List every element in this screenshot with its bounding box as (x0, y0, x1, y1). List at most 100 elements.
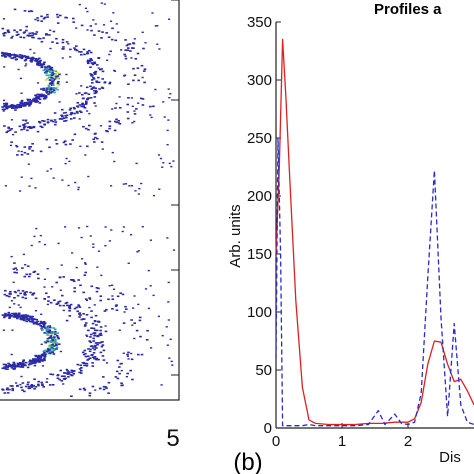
density-point (171, 364, 174, 366)
density-point (93, 92, 97, 95)
density-point (46, 325, 50, 328)
density-point (78, 104, 82, 106)
density-point (82, 353, 86, 356)
density-point (28, 98, 31, 101)
density-point (43, 66, 47, 68)
density-point (95, 347, 98, 349)
density-point (22, 362, 25, 365)
density-point (137, 353, 140, 356)
density-point (92, 87, 95, 89)
density-point (23, 294, 27, 296)
density-point (86, 52, 90, 55)
density-point (30, 318, 33, 321)
density-point (15, 271, 18, 274)
density-point (3, 316, 6, 319)
density-point (89, 341, 93, 344)
density-point (130, 358, 134, 361)
density-point (25, 318, 29, 321)
density-point (115, 309, 119, 311)
density-point (125, 376, 128, 378)
density-point (71, 139, 74, 141)
density-point (3, 392, 7, 394)
density-point (42, 354, 45, 357)
density-point (97, 76, 100, 79)
density-point (50, 346, 54, 349)
density-point (87, 93, 91, 95)
density-point (84, 262, 87, 264)
density-point (159, 157, 162, 160)
density-point (15, 34, 19, 36)
density-point (48, 340, 51, 343)
density-point (33, 364, 37, 367)
density-point (133, 110, 136, 112)
density-point (64, 226, 67, 228)
density-point (44, 327, 47, 330)
density-point (131, 47, 134, 49)
density-point (43, 322, 47, 324)
density-point (87, 358, 91, 360)
density-point (51, 343, 54, 346)
density-point (92, 243, 95, 245)
density-point (123, 53, 126, 56)
density-point (46, 337, 50, 340)
density-point (150, 347, 153, 349)
density-point (12, 281, 15, 283)
density-point (43, 323, 46, 325)
density-point (54, 87, 58, 90)
density-point (137, 303, 140, 306)
density-point (59, 350, 62, 353)
density-point (66, 304, 69, 307)
density-point (28, 359, 32, 362)
density-point (111, 308, 114, 310)
density-point (99, 329, 102, 332)
density-point (42, 350, 46, 352)
density-point (24, 264, 27, 266)
density-point (49, 79, 52, 82)
density-point (126, 355, 129, 357)
density-point (28, 35, 31, 37)
density-point (51, 78, 54, 81)
density-point (32, 98, 35, 101)
density-point (21, 290, 25, 292)
density-point (92, 327, 96, 330)
density-point (4, 315, 7, 317)
density-point (92, 19, 95, 21)
density-point (96, 343, 99, 346)
density-point (97, 250, 101, 252)
density-point (34, 94, 38, 96)
density-point (15, 31, 19, 33)
density-point (24, 385, 28, 388)
solid-profile-line (275, 38, 474, 426)
density-point (95, 358, 98, 361)
density-point (152, 194, 156, 197)
density-point (56, 22, 60, 24)
density-point (77, 304, 80, 306)
density-point (40, 64, 43, 67)
density-point (39, 320, 43, 323)
density-point (20, 128, 23, 131)
density-point (127, 351, 130, 354)
density-point (63, 378, 66, 380)
density-point (141, 31, 144, 33)
density-point (84, 324, 87, 326)
density-point (32, 384, 35, 387)
density-point (137, 193, 140, 195)
density-point (156, 43, 159, 45)
density-point (168, 18, 171, 20)
density-point (51, 351, 54, 353)
density-point (56, 374, 60, 376)
density-point (19, 77, 22, 80)
density-point (68, 307, 72, 310)
density-point (51, 373, 55, 376)
density-point (13, 54, 17, 57)
x-tick-label: 1 (338, 433, 346, 450)
density-point (124, 39, 127, 41)
density-point (138, 316, 142, 319)
density-point (91, 347, 95, 349)
density-point (89, 336, 92, 338)
density-point (36, 64, 40, 66)
density-point (8, 388, 11, 391)
density-point (72, 21, 75, 23)
density-point (41, 120, 44, 122)
density-point (165, 326, 168, 328)
